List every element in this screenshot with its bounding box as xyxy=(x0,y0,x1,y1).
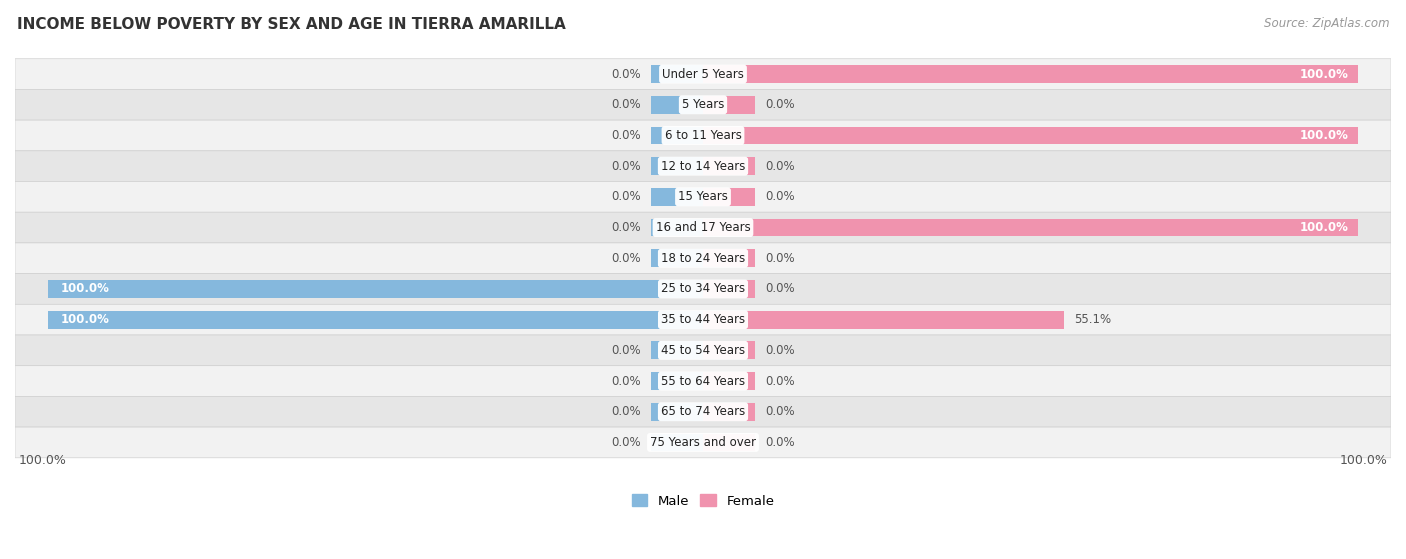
Text: 0.0%: 0.0% xyxy=(612,191,641,203)
Text: 5 Years: 5 Years xyxy=(682,98,724,111)
Bar xyxy=(703,219,1358,236)
Text: 100.0%: 100.0% xyxy=(1299,221,1348,234)
Text: 12 to 14 Years: 12 to 14 Years xyxy=(661,160,745,173)
FancyBboxPatch shape xyxy=(15,366,1391,396)
Bar xyxy=(703,96,755,113)
Text: 0.0%: 0.0% xyxy=(765,282,794,296)
Bar xyxy=(703,157,755,175)
Text: 0.0%: 0.0% xyxy=(612,68,641,80)
Text: 65 to 74 Years: 65 to 74 Years xyxy=(661,405,745,418)
FancyBboxPatch shape xyxy=(15,212,1391,243)
Text: 6 to 11 Years: 6 to 11 Years xyxy=(665,129,741,142)
Text: 0.0%: 0.0% xyxy=(612,436,641,449)
FancyBboxPatch shape xyxy=(15,427,1391,458)
FancyBboxPatch shape xyxy=(15,182,1391,212)
FancyBboxPatch shape xyxy=(15,396,1391,427)
Text: 0.0%: 0.0% xyxy=(765,98,794,111)
Text: 18 to 24 Years: 18 to 24 Years xyxy=(661,252,745,265)
Legend: Male, Female: Male, Female xyxy=(626,489,780,513)
Text: 75 Years and over: 75 Years and over xyxy=(650,436,756,449)
Bar xyxy=(703,126,1358,144)
Text: 100.0%: 100.0% xyxy=(18,454,66,467)
Text: 100.0%: 100.0% xyxy=(1299,68,1348,80)
Text: 0.0%: 0.0% xyxy=(612,221,641,234)
Bar xyxy=(48,311,703,329)
Text: INCOME BELOW POVERTY BY SEX AND AGE IN TIERRA AMARILLA: INCOME BELOW POVERTY BY SEX AND AGE IN T… xyxy=(17,17,565,32)
Text: 0.0%: 0.0% xyxy=(612,375,641,387)
Text: 100.0%: 100.0% xyxy=(1340,454,1388,467)
FancyBboxPatch shape xyxy=(15,120,1391,151)
FancyBboxPatch shape xyxy=(15,151,1391,182)
FancyBboxPatch shape xyxy=(15,335,1391,366)
Bar xyxy=(651,372,703,390)
Bar xyxy=(703,311,1064,329)
Text: 0.0%: 0.0% xyxy=(612,344,641,357)
Bar xyxy=(703,403,755,420)
FancyBboxPatch shape xyxy=(15,304,1391,335)
Text: 15 Years: 15 Years xyxy=(678,191,728,203)
Bar xyxy=(651,434,703,451)
Text: Under 5 Years: Under 5 Years xyxy=(662,68,744,80)
Text: 0.0%: 0.0% xyxy=(765,344,794,357)
Text: 0.0%: 0.0% xyxy=(765,436,794,449)
Bar xyxy=(651,403,703,420)
Bar xyxy=(651,342,703,359)
Bar xyxy=(703,280,755,298)
Text: 0.0%: 0.0% xyxy=(612,160,641,173)
Bar xyxy=(703,342,755,359)
Bar xyxy=(651,219,703,236)
Bar xyxy=(703,434,755,451)
Bar xyxy=(651,188,703,206)
Text: 0.0%: 0.0% xyxy=(612,405,641,418)
Bar xyxy=(703,188,755,206)
Text: 16 and 17 Years: 16 and 17 Years xyxy=(655,221,751,234)
Bar xyxy=(651,157,703,175)
Bar xyxy=(651,96,703,113)
Text: 100.0%: 100.0% xyxy=(1299,129,1348,142)
FancyBboxPatch shape xyxy=(15,243,1391,273)
FancyBboxPatch shape xyxy=(15,273,1391,304)
Bar xyxy=(703,249,755,267)
Text: 0.0%: 0.0% xyxy=(765,160,794,173)
Text: 0.0%: 0.0% xyxy=(612,252,641,265)
FancyBboxPatch shape xyxy=(15,59,1391,89)
Bar xyxy=(651,249,703,267)
Text: 100.0%: 100.0% xyxy=(60,313,110,326)
Text: 0.0%: 0.0% xyxy=(612,129,641,142)
FancyBboxPatch shape xyxy=(15,89,1391,120)
Text: 55.1%: 55.1% xyxy=(1074,313,1111,326)
Text: 0.0%: 0.0% xyxy=(765,191,794,203)
Text: 45 to 54 Years: 45 to 54 Years xyxy=(661,344,745,357)
Text: 0.0%: 0.0% xyxy=(765,405,794,418)
Bar xyxy=(703,372,755,390)
Text: Source: ZipAtlas.com: Source: ZipAtlas.com xyxy=(1264,17,1389,30)
Text: 0.0%: 0.0% xyxy=(765,375,794,387)
Text: 55 to 64 Years: 55 to 64 Years xyxy=(661,375,745,387)
Bar xyxy=(651,126,703,144)
Bar xyxy=(651,65,703,83)
Bar xyxy=(703,65,1358,83)
Text: 35 to 44 Years: 35 to 44 Years xyxy=(661,313,745,326)
Text: 100.0%: 100.0% xyxy=(60,282,110,296)
Bar xyxy=(48,280,703,298)
Text: 0.0%: 0.0% xyxy=(612,98,641,111)
Text: 0.0%: 0.0% xyxy=(765,252,794,265)
Text: 25 to 34 Years: 25 to 34 Years xyxy=(661,282,745,296)
